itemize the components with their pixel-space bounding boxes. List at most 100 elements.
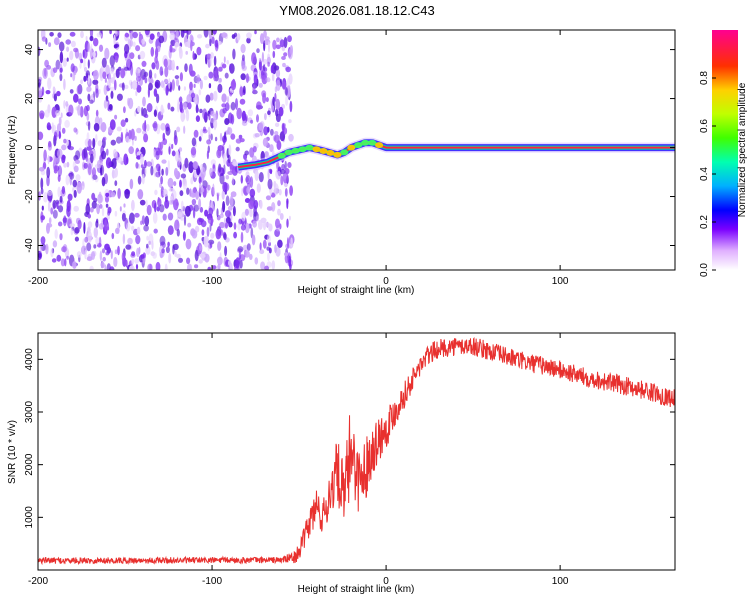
noise-speckle — [121, 82, 125, 91]
noise-speckle — [167, 177, 174, 188]
noise-speckle — [144, 159, 147, 169]
noise-speckle — [95, 109, 99, 117]
noise-speckle — [169, 44, 173, 53]
signal-blob — [347, 144, 356, 151]
noise-speckle — [85, 36, 88, 41]
noise-speckle — [179, 96, 183, 103]
noise-speckle — [222, 181, 228, 193]
noise-speckle — [274, 131, 279, 136]
noise-speckle — [105, 157, 112, 169]
noise-speckle — [114, 249, 118, 255]
noise-speckle — [68, 104, 74, 116]
noise-speckle — [66, 46, 70, 52]
noise-speckle — [227, 205, 233, 211]
noise-speckle — [239, 138, 245, 143]
noise-speckle — [38, 191, 41, 201]
noise-speckle — [190, 146, 197, 156]
noise-speckle — [54, 229, 58, 239]
noise-speckle — [109, 266, 115, 270]
noise-speckle — [274, 244, 277, 254]
noise-speckle — [204, 185, 207, 198]
noise-speckle — [73, 93, 79, 103]
noise-speckle — [168, 226, 174, 235]
noise-speckle — [74, 227, 80, 234]
noise-speckle — [240, 43, 246, 54]
noise-speckle — [110, 192, 116, 198]
noise-speckle — [238, 251, 242, 260]
colorbar: 0.0 0.2 0.4 0.6 0.8 Normalized spectral ampl… — [699, 30, 748, 277]
noise-speckle — [253, 74, 258, 85]
noise-speckle — [171, 189, 177, 201]
noise-speckle — [167, 58, 170, 66]
noise-speckle — [96, 203, 100, 215]
noise-speckle — [161, 168, 164, 176]
noise-speckle — [108, 83, 111, 89]
noise-speckle — [183, 102, 187, 110]
noise-speckle — [219, 132, 223, 142]
noise-speckle — [254, 257, 259, 265]
noise-speckle — [224, 131, 227, 141]
noise-speckle — [92, 51, 96, 58]
noise-speckle — [151, 240, 154, 250]
noise-speckle — [210, 159, 217, 166]
noise-speckle — [101, 176, 106, 187]
noise-speckle — [93, 122, 100, 132]
noise-speckle — [83, 75, 87, 82]
noise-speckle — [46, 122, 51, 130]
noise-speckle — [63, 138, 67, 144]
noise-speckle — [69, 223, 76, 228]
noise-speckle — [228, 221, 233, 228]
noise-speckle — [180, 216, 184, 221]
noise-speckle — [175, 30, 179, 39]
noise-speckle — [168, 252, 172, 264]
noise-speckle — [73, 165, 79, 173]
noise-speckle — [134, 212, 140, 218]
noise-speckle — [96, 218, 99, 224]
noise-speckle — [267, 178, 273, 190]
noise-speckle — [69, 31, 76, 37]
noise-speckle — [202, 180, 208, 189]
noise-speckle — [76, 181, 83, 194]
noise-speckle — [108, 78, 113, 84]
noise-speckle — [254, 170, 259, 182]
noise-speckle — [72, 179, 78, 188]
noise-speckle — [136, 226, 141, 235]
noise-speckle — [190, 192, 196, 198]
noise-speckle — [193, 186, 197, 194]
noise-speckle — [225, 210, 231, 218]
noise-speckle — [93, 37, 99, 47]
noise-speckle — [283, 52, 288, 57]
noise-speckle — [150, 165, 154, 176]
noise-speckle — [222, 152, 227, 165]
noise-speckle — [241, 65, 247, 71]
noise-speckle — [227, 127, 233, 135]
noise-speckle — [136, 155, 142, 160]
noise-speckle — [242, 244, 248, 251]
noise-speckle — [101, 57, 107, 68]
noise-speckle — [265, 97, 269, 103]
noise-speckle — [185, 238, 192, 250]
noise-speckle — [159, 235, 166, 246]
noise-speckle — [192, 207, 196, 219]
noise-speckle — [80, 58, 84, 64]
noise-speckle — [153, 148, 156, 158]
noise-speckle — [204, 209, 209, 217]
noise-speckle — [229, 91, 233, 97]
noise-speckle — [155, 261, 161, 270]
noise-speckle — [129, 30, 134, 40]
noise-speckle — [149, 33, 155, 40]
noise-speckle — [91, 194, 95, 201]
noise-speckle — [66, 200, 71, 212]
noise-speckle — [66, 57, 69, 62]
noise-speckle — [279, 39, 285, 48]
noise-speckle — [47, 190, 53, 197]
noise-speckle — [77, 104, 81, 116]
noise-speckle — [139, 199, 146, 206]
noise-speckle — [236, 33, 241, 41]
noise-speckle — [130, 128, 135, 141]
noise-speckle — [160, 175, 164, 185]
noise-speckle — [141, 173, 145, 185]
noise-speckle — [55, 59, 61, 70]
noise-speckle — [110, 139, 117, 146]
